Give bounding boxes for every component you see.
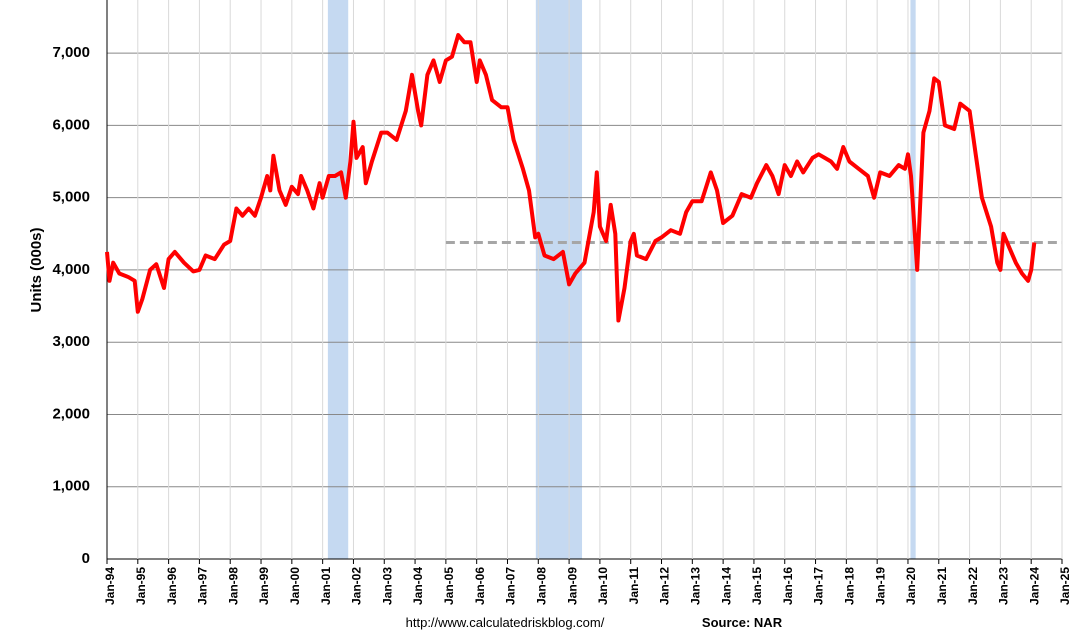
x-tick-label: Jan-19 — [873, 567, 887, 605]
x-tick-label: Jan-07 — [504, 567, 518, 605]
x-tick-label: Jan-08 — [534, 567, 548, 605]
x-tick-label: Jan-97 — [196, 567, 210, 605]
x-tick-label: Jan-10 — [596, 567, 610, 605]
recession-band — [327, 0, 349, 559]
y-tick-label: 3,000 — [52, 333, 90, 350]
x-tick-label: Jan-12 — [658, 567, 672, 605]
x-tick-label: Jan-96 — [165, 567, 179, 605]
y-tick-label: 7,000 — [52, 44, 90, 61]
recession-band — [910, 0, 916, 559]
y-tick-label: 6,000 — [52, 116, 90, 133]
x-tick-label: Jan-20 — [904, 567, 918, 605]
x-tick-label: Jan-24 — [1027, 567, 1041, 605]
x-tick-label: Jan-04 — [411, 567, 425, 605]
x-tick-label: Jan-25 — [1058, 567, 1072, 605]
data-line — [105, 33, 1037, 323]
x-tick-label: Jan-21 — [935, 567, 949, 605]
recession-band — [535, 0, 583, 559]
x-tick-label: Jan-22 — [966, 567, 980, 605]
x-tick-label: Jan-13 — [688, 567, 702, 605]
source: Source: NAR — [702, 615, 783, 630]
x-tick-label: Jan-15 — [750, 567, 764, 605]
y-tick-label: 0 — [82, 550, 90, 567]
x-tick-label: Jan-11 — [627, 567, 641, 605]
x-tick-label: Jan-99 — [257, 567, 271, 605]
x-tick-label: Jan-01 — [319, 567, 333, 605]
x-tick-label: Jan-00 — [288, 567, 302, 605]
y-axis-label: Units (000s) — [28, 227, 45, 312]
x-tick-label: Jan-09 — [565, 567, 579, 605]
y-tick-label: 5,000 — [52, 189, 90, 206]
x-tick-label: Jan-23 — [997, 567, 1011, 605]
x-tick-label: Jan-16 — [781, 567, 795, 605]
y-tick-label: 2,000 — [52, 405, 90, 422]
x-tick-label: Jan-06 — [473, 567, 487, 605]
x-tick-label: Jan-14 — [719, 567, 733, 605]
y-tick-label: 4,000 — [52, 261, 90, 278]
source-url: http://www.calculatedriskblog.com/ — [406, 615, 605, 630]
x-tick-label: Jan-05 — [442, 567, 456, 605]
x-tick-label: Jan-02 — [350, 567, 364, 605]
x-tick-label: Jan-18 — [843, 567, 857, 605]
y-tick-label: 1,000 — [52, 478, 90, 495]
x-tick-label: Jan-17 — [812, 567, 826, 605]
x-tick-label: Jan-98 — [226, 567, 240, 605]
x-tick-label: Jan-03 — [380, 567, 394, 605]
x-tick-label: Jan-94 — [103, 567, 117, 605]
x-tick-label: Jan-95 — [134, 567, 148, 605]
